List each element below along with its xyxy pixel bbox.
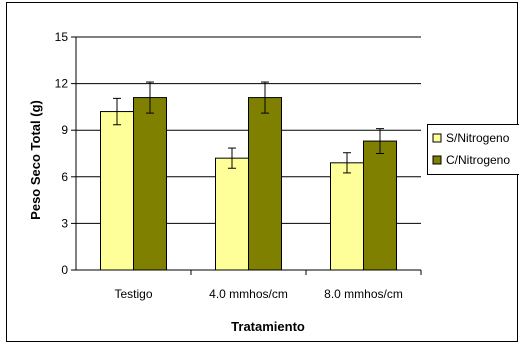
y-tick-label: 9 [61, 123, 68, 137]
bar-s-nitrogeno [331, 163, 364, 270]
bar-c-nitrogeno [249, 98, 282, 270]
y-tick-label: 12 [55, 77, 69, 91]
legend-label: C/Nitrogeno [446, 153, 510, 167]
bar-s-nitrogeno [216, 158, 249, 270]
x-tick-label: 4.0 mmhos/cm [209, 287, 288, 301]
bar-c-nitrogeno [364, 141, 397, 270]
legend: S/Nitrogeno C/Nitrogeno [428, 125, 519, 175]
x-axis-title: Tratamiento [231, 319, 305, 334]
bar-c-nitrogeno [134, 98, 167, 270]
y-tick-label: 6 [61, 170, 68, 184]
y-tick-label: 0 [61, 263, 68, 277]
legend-swatch [433, 134, 441, 142]
legend-swatch [433, 156, 441, 164]
y-tick-label: 3 [61, 216, 68, 230]
y-axis-title: Peso Seco Total (g) [28, 100, 43, 220]
y-tick-label: 15 [55, 30, 69, 44]
bar-s-nitrogeno [101, 112, 134, 270]
legend-label: S/Nitrogeno [446, 131, 510, 145]
x-tick-label: Testigo [114, 287, 152, 301]
x-tick-label: 8.0 mmhos/cm [324, 287, 403, 301]
